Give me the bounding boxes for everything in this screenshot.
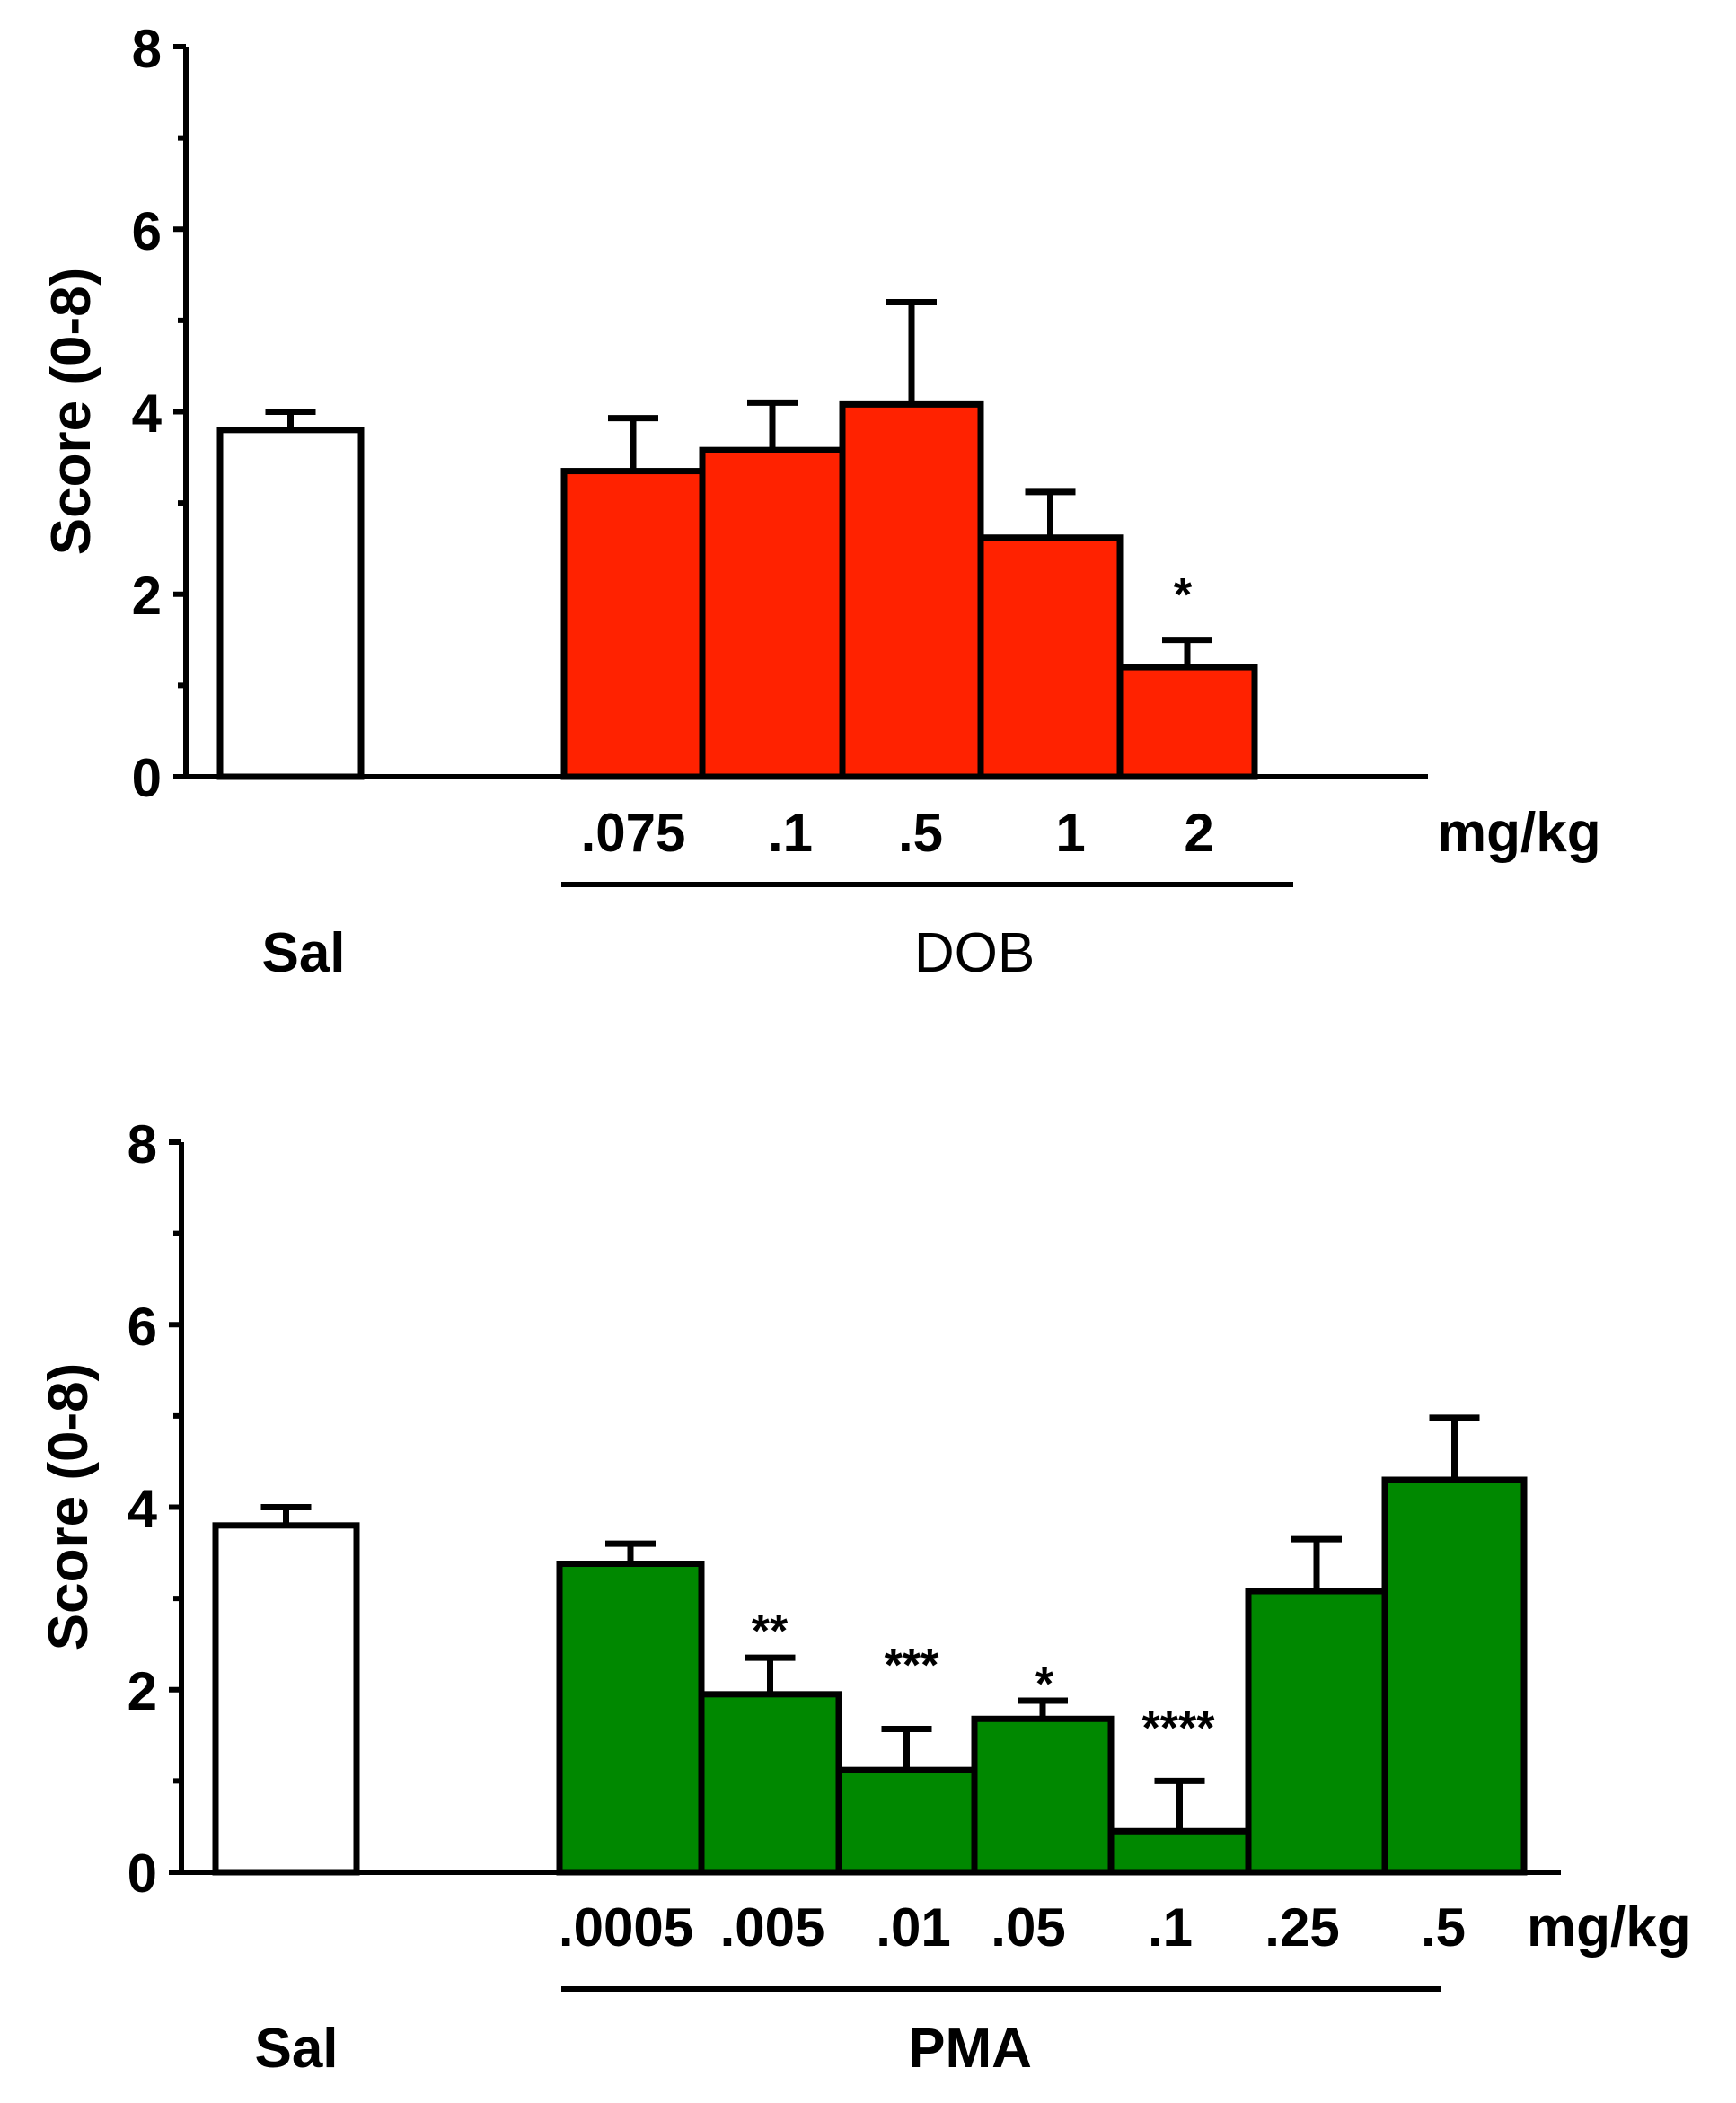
unit-label: mg/kg xyxy=(1527,1896,1691,1958)
category-label: .005 xyxy=(720,1897,825,1958)
treatment-bar xyxy=(556,1561,705,1876)
control-bar xyxy=(216,427,365,780)
category-label: .01 xyxy=(876,1897,950,1958)
y-tick-label: 8 xyxy=(128,1114,157,1175)
y-tick-label: 6 xyxy=(128,1297,157,1357)
y-tick-label: 4 xyxy=(128,1479,158,1539)
y-axis: 0 2 4 6 8 Score (0-8) xyxy=(40,19,189,808)
category-label: .05 xyxy=(991,1897,1065,1958)
y-tick-label: 2 xyxy=(132,566,162,626)
y-axis-label: Score (0-8) xyxy=(38,1363,100,1650)
error-bars xyxy=(265,299,1212,668)
category-label: .1 xyxy=(768,803,813,863)
treatment-bar xyxy=(1107,1827,1252,1876)
treatment-bar xyxy=(560,468,706,780)
control-bar xyxy=(212,1522,360,1876)
control-group-label: Sal xyxy=(261,922,345,984)
y-tick-label: 6 xyxy=(132,201,162,261)
y-tick-label: 0 xyxy=(128,1843,157,1904)
significance-label: * xyxy=(1035,1659,1054,1711)
y-tick-label: 2 xyxy=(128,1661,157,1721)
y-axis: 0 2 4 6 8 Score (0-8) xyxy=(38,1114,184,1904)
y-ticks xyxy=(173,44,186,779)
treatment-bar xyxy=(839,400,984,780)
treatment-bar xyxy=(1245,1588,1388,1876)
treatment-bar xyxy=(1116,664,1258,780)
treatment-bar xyxy=(971,1715,1115,1876)
control-group-label: Sal xyxy=(254,2018,338,2080)
category-label: 1 xyxy=(1055,803,1085,863)
y-tick-label: 0 xyxy=(132,748,162,808)
treatment-bar xyxy=(699,446,846,780)
y-tick-label: 8 xyxy=(132,19,162,79)
treatment-bar xyxy=(835,1766,978,1876)
category-label: .5 xyxy=(898,803,943,863)
bars xyxy=(216,400,1258,780)
treatment-bar xyxy=(1381,1476,1528,1876)
dob-chart-panel: 0 2 4 6 8 Score (0-8) * .075 .1 .5 1 2 m… xyxy=(40,19,1601,984)
category-label: .0005 xyxy=(559,1897,693,1958)
y-tick-label: 4 xyxy=(132,383,163,444)
treatment-bar xyxy=(977,534,1124,780)
pma-chart-panel: 0 2 4 6 8 Score (0-8) ** *** * **** .000… xyxy=(38,1114,1691,2080)
unit-label: mg/kg xyxy=(1437,802,1601,864)
error-bars xyxy=(260,1414,1480,1832)
significance-label: **** xyxy=(1142,1703,1216,1755)
significance-label: ** xyxy=(752,1606,789,1658)
significance-label: *** xyxy=(885,1640,939,1692)
y-ticks xyxy=(169,1139,181,1875)
treatment-group-label: DOB xyxy=(914,922,1035,984)
category-label: 2 xyxy=(1184,803,1213,863)
category-label: .1 xyxy=(1148,1897,1193,1958)
category-label: .5 xyxy=(1421,1897,1466,1958)
treatment-group-label: PMA xyxy=(908,2018,1032,2080)
category-label: .075 xyxy=(581,803,686,863)
y-axis-label: Score (0-8) xyxy=(40,268,102,555)
category-label: .25 xyxy=(1265,1897,1339,1958)
treatment-bar xyxy=(698,1691,842,1876)
significance-label: * xyxy=(1174,569,1193,621)
